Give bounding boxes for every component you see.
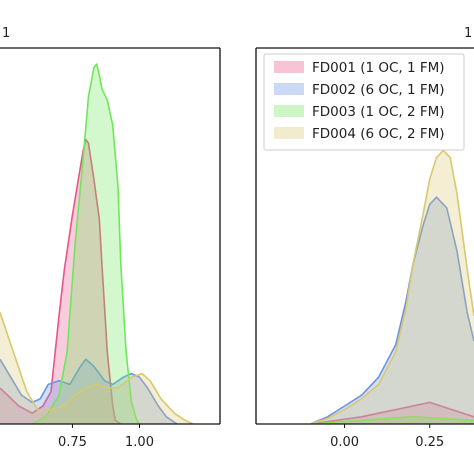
legend: FD001 (1 OC, 1 FM) FD002 (6 OC, 1 FM) FD00… xyxy=(263,53,465,151)
right-panel-label: 1 xyxy=(464,26,472,41)
density-line-4 xyxy=(310,149,474,424)
legend-label: FD004 (6 OC, 2 FM) xyxy=(312,126,445,142)
density-line-4 xyxy=(0,312,194,424)
x-tick-label: 0.25 xyxy=(415,435,444,450)
density-fill-4 xyxy=(0,312,194,424)
legend-swatch xyxy=(274,105,304,117)
density-line-3 xyxy=(310,416,474,424)
x-tick-label: 0.00 xyxy=(330,435,359,450)
legend-label: FD003 (1 OC, 2 FM) xyxy=(312,104,445,120)
left-density-panel: 0.75 1.00 xyxy=(0,47,221,450)
plot-area xyxy=(0,63,194,424)
plot-area xyxy=(310,149,474,424)
density-line-3 xyxy=(31,63,141,424)
legend-swatch xyxy=(274,61,304,73)
x-tick-label: 1.00 xyxy=(125,435,154,450)
legend-box xyxy=(263,53,465,151)
right-density-panel: 0.00 0.25 FD001 (1 OC, 1 FM) FD002 (6 OC, 1… xyxy=(255,47,474,450)
left-panel-label: 1 xyxy=(2,26,10,41)
legend-swatch xyxy=(274,127,304,139)
density-fill-3 xyxy=(32,64,140,424)
legend-swatch xyxy=(274,83,304,95)
density-fill-4 xyxy=(310,150,474,424)
density-fill-1 xyxy=(0,139,121,424)
x-tick-label: 0.75 xyxy=(58,435,87,450)
legend-label: FD001 (1 OC, 1 FM) xyxy=(312,60,445,76)
legend-label: FD002 (6 OC, 1 FM) xyxy=(312,82,445,98)
density-line-1 xyxy=(310,401,474,424)
density-fill-2 xyxy=(310,197,474,424)
